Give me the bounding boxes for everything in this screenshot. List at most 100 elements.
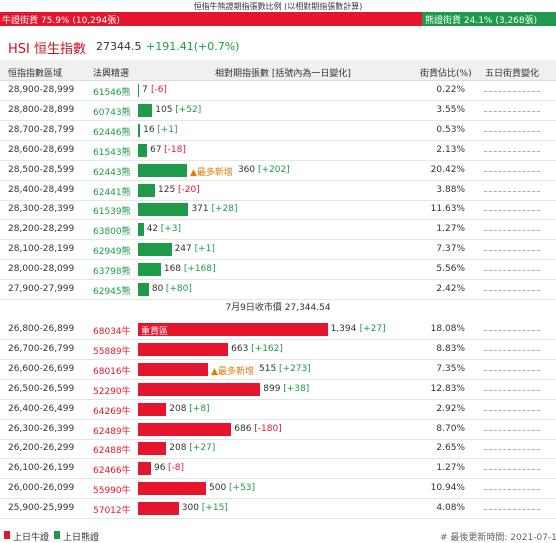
change: [+273] <box>279 363 311 374</box>
column-header: 恒指指數區域 <box>8 69 63 79</box>
table-row: 26,200-26,299 62488牛 208 [+27] 2.65% <box>0 439 556 460</box>
change: [+28] <box>211 204 238 215</box>
count-bar <box>138 203 189 217</box>
warrant-code: 62446熊 <box>93 127 131 138</box>
count: 208 <box>169 403 187 414</box>
range: 27,900-27,999 <box>8 284 75 294</box>
count-bar <box>138 402 167 416</box>
change: [+202] <box>257 164 290 175</box>
range: 28,000-28,099 <box>8 264 75 275</box>
warrant-code: 60743熊 <box>93 107 131 118</box>
count-bar <box>138 442 167 456</box>
range: 28,700-28,799 <box>8 124 75 135</box>
change: [+162] <box>251 343 283 354</box>
share-pct: 20.42% <box>430 164 465 175</box>
warrant-code: 55889牛 <box>93 346 131 357</box>
spark-baseline <box>484 150 540 152</box>
t: 恒生指數 <box>34 42 87 57</box>
table-row: 28,600-28,699 61543熊 67 [-18] 2.13% <box>0 141 556 161</box>
table-row: 26,500-26,599 52290牛 899 [+38] 12.83% <box>0 380 556 400</box>
warrant-code: 62489牛 <box>93 426 131 437</box>
change: [+27] <box>189 443 216 454</box>
legend-label: 上日牛證 <box>13 533 50 543</box>
share-pct: 3.55% <box>436 104 465 115</box>
share-pct: 3.88% <box>436 184 465 195</box>
warrant-code: 61543熊 <box>93 147 131 158</box>
count-bar <box>138 482 206 496</box>
spark-baseline <box>484 429 540 431</box>
warrant-code: 62466牛 <box>93 466 131 477</box>
share-pct: 5.56% <box>436 264 465 275</box>
count-bar <box>138 362 209 376</box>
table-row: 26,800-26,899 68034牛 重貨區 1,394 [+27] 18.08% <box>0 320 556 340</box>
ratio-title: 恒指牛熊證期指張數比例 (以相對期指張數計算) <box>193 2 363 11</box>
change: [+15] <box>201 503 228 514</box>
count: 1,394 <box>330 324 357 334</box>
count: 125 <box>158 184 176 195</box>
share-pct: 18.08% <box>430 324 465 334</box>
t: 熊證街貨 <box>425 16 462 26</box>
warrant-code: 62949熊 <box>93 247 131 258</box>
bull-ratio-bar <box>0 12 422 26</box>
count: 67 <box>150 144 162 155</box>
count: 7 <box>141 85 148 95</box>
range: 26,000-26,099 <box>8 483 75 494</box>
spark-baseline <box>484 330 540 331</box>
change: [+8] <box>189 403 210 414</box>
change: [+3] <box>160 224 181 235</box>
spark-baseline <box>484 409 540 411</box>
column-header-bg <box>0 60 556 81</box>
spark-baseline <box>484 170 540 172</box>
share-pct: 10.94% <box>430 483 465 494</box>
tag: ▲最多新增 <box>189 167 233 178</box>
count: 899 <box>263 383 281 394</box>
table-row: 28,400-28,499 62441熊 125 [-20] 3.88% <box>0 181 556 201</box>
column-header: 法興精選 <box>93 69 130 79</box>
range: 26,300-26,399 <box>8 423 75 434</box>
index-change: +191.41(+0.7%) <box>146 40 240 53</box>
count-bar <box>138 283 149 296</box>
t: 24.1% <box>463 16 493 26</box>
inside-tag: 重貨區 <box>141 327 169 337</box>
range: 26,500-26,599 <box>8 383 75 394</box>
spark-baseline <box>484 489 540 491</box>
update-time: # 最後更新時間: 2021-07-12 08 <box>440 533 556 543</box>
warrant-code: 62441熊 <box>93 187 131 198</box>
change: [-6] <box>150 85 167 95</box>
table-row: 26,100-26,199 62466牛 96 [-8] 1.27% <box>0 459 556 480</box>
change: [+168] <box>183 264 216 275</box>
change: [-20] <box>178 184 200 195</box>
table-row: 28,900-28,999 61546熊 7 [-6] 0.22% <box>0 81 556 101</box>
count-bar <box>138 382 261 396</box>
table-row: 28,700-28,799 62446熊 16 [+1] 0.53% <box>0 121 556 141</box>
t: 牛證街貨 <box>2 16 39 26</box>
range: 28,100-28,199 <box>8 244 75 255</box>
share-pct: 2.13% <box>436 144 465 155</box>
count-bar <box>138 243 172 257</box>
warrant-code: 62488牛 <box>93 446 131 457</box>
count-bar <box>138 263 161 277</box>
count: 105 <box>155 104 173 115</box>
change: [+80] <box>165 284 192 294</box>
bear-ratio-label: 熊證街貨 24.1% (3,268張) <box>425 13 537 26</box>
count-bar <box>138 462 152 476</box>
count-bar <box>138 143 148 157</box>
index-price: 27344.5 <box>96 40 142 53</box>
range: 25,900-25,999 <box>8 503 75 514</box>
spark-baseline <box>484 91 540 92</box>
range: 26,200-26,299 <box>8 443 75 454</box>
count: 247 <box>174 244 192 255</box>
bear-ratio-bar <box>422 12 556 26</box>
change: [+38] <box>283 383 310 394</box>
table-row: 27,900-27,999 62945熊 80 [+80] 2.42% <box>0 280 556 300</box>
share-pct: 11.63% <box>430 204 465 215</box>
table-row: 26,600-26,699 68016牛 ▲最多新增 515 [+273] 7.35% <box>0 360 556 380</box>
range: 28,200-28,299 <box>8 224 75 235</box>
spark-baseline <box>484 290 540 291</box>
spark-baseline <box>484 509 540 511</box>
change: [-180] <box>254 423 282 434</box>
warrant-code: 68034牛 <box>93 327 131 337</box>
spark-baseline <box>484 190 540 192</box>
change: [+1] <box>157 124 178 135</box>
